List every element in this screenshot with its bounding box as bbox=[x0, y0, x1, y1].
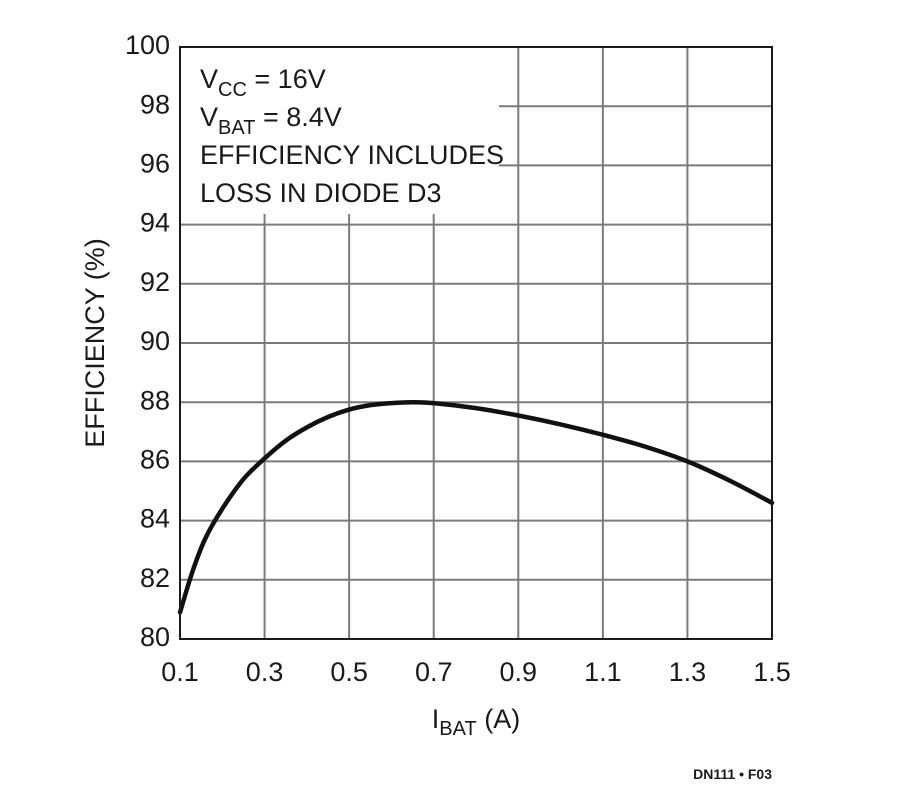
x-tick-label: 1.1 bbox=[584, 657, 622, 687]
annotation-text: LOSS IN DIODE D3 bbox=[200, 178, 442, 208]
x-tick-label: 0.5 bbox=[330, 657, 368, 687]
figure-id: DN111 • F03 bbox=[693, 766, 772, 782]
y-tick-label: 92 bbox=[140, 267, 170, 297]
y-tick-label: 90 bbox=[140, 326, 170, 356]
y-tick-label: 82 bbox=[140, 563, 170, 593]
efficiency-curve bbox=[177, 399, 775, 615]
x-tick-label: 1.3 bbox=[669, 657, 707, 687]
x-tick-label: 0.7 bbox=[415, 657, 453, 687]
annotation-text: V bbox=[200, 102, 218, 132]
y-tick-label: 80 bbox=[140, 622, 170, 652]
y-tick-label: 96 bbox=[140, 149, 170, 179]
annotation-subscript: BAT bbox=[218, 117, 255, 139]
x-tick-label: 0.1 bbox=[161, 657, 199, 687]
y-tick-label: 86 bbox=[140, 445, 170, 475]
y-tick-label: 94 bbox=[140, 208, 170, 238]
annotation-subscript: CC bbox=[218, 79, 247, 101]
annotation-background bbox=[181, 48, 499, 214]
y-tick-label: 98 bbox=[140, 89, 170, 119]
annotation-text: = 8.4V bbox=[255, 102, 341, 132]
annotation-text: V bbox=[200, 64, 218, 94]
y-tick-label: 88 bbox=[140, 385, 170, 415]
annotation-line: EFFICIENCY INCLUDES bbox=[200, 140, 504, 170]
annotation-line: LOSS IN DIODE D3 bbox=[200, 178, 442, 208]
annotation-line: VBAT = 8.4V bbox=[200, 102, 342, 139]
x-tick-label: 0.9 bbox=[500, 657, 538, 687]
x-axis-title-unit: (A) bbox=[477, 704, 521, 734]
y-tick-label: 84 bbox=[140, 504, 170, 534]
annotation-text: EFFICIENCY INCLUDES bbox=[200, 140, 504, 170]
y-axis-title: EFFICIENCY (%) bbox=[80, 238, 110, 448]
series-layer bbox=[177, 399, 775, 615]
y-axis-ticks: 80 82 84 86 88 90 92 94 96 98 100 bbox=[125, 30, 170, 652]
x-axis-title-subscript: BAT bbox=[439, 718, 476, 740]
x-tick-label: 1.5 bbox=[753, 657, 791, 687]
annotation-line: VCC = 16V bbox=[200, 64, 326, 101]
x-axis-title: IBAT (A) bbox=[432, 704, 520, 740]
x-tick-label: 0.3 bbox=[246, 657, 284, 687]
annotation-text: = 16V bbox=[247, 64, 326, 94]
x-axis-title-main: I bbox=[432, 704, 440, 734]
y-tick-label: 100 bbox=[125, 30, 170, 60]
x-axis-ticks: 0.1 0.3 0.5 0.7 0.9 1.1 1.3 1.5 bbox=[161, 657, 791, 687]
plot-frame bbox=[179, 46, 773, 640]
